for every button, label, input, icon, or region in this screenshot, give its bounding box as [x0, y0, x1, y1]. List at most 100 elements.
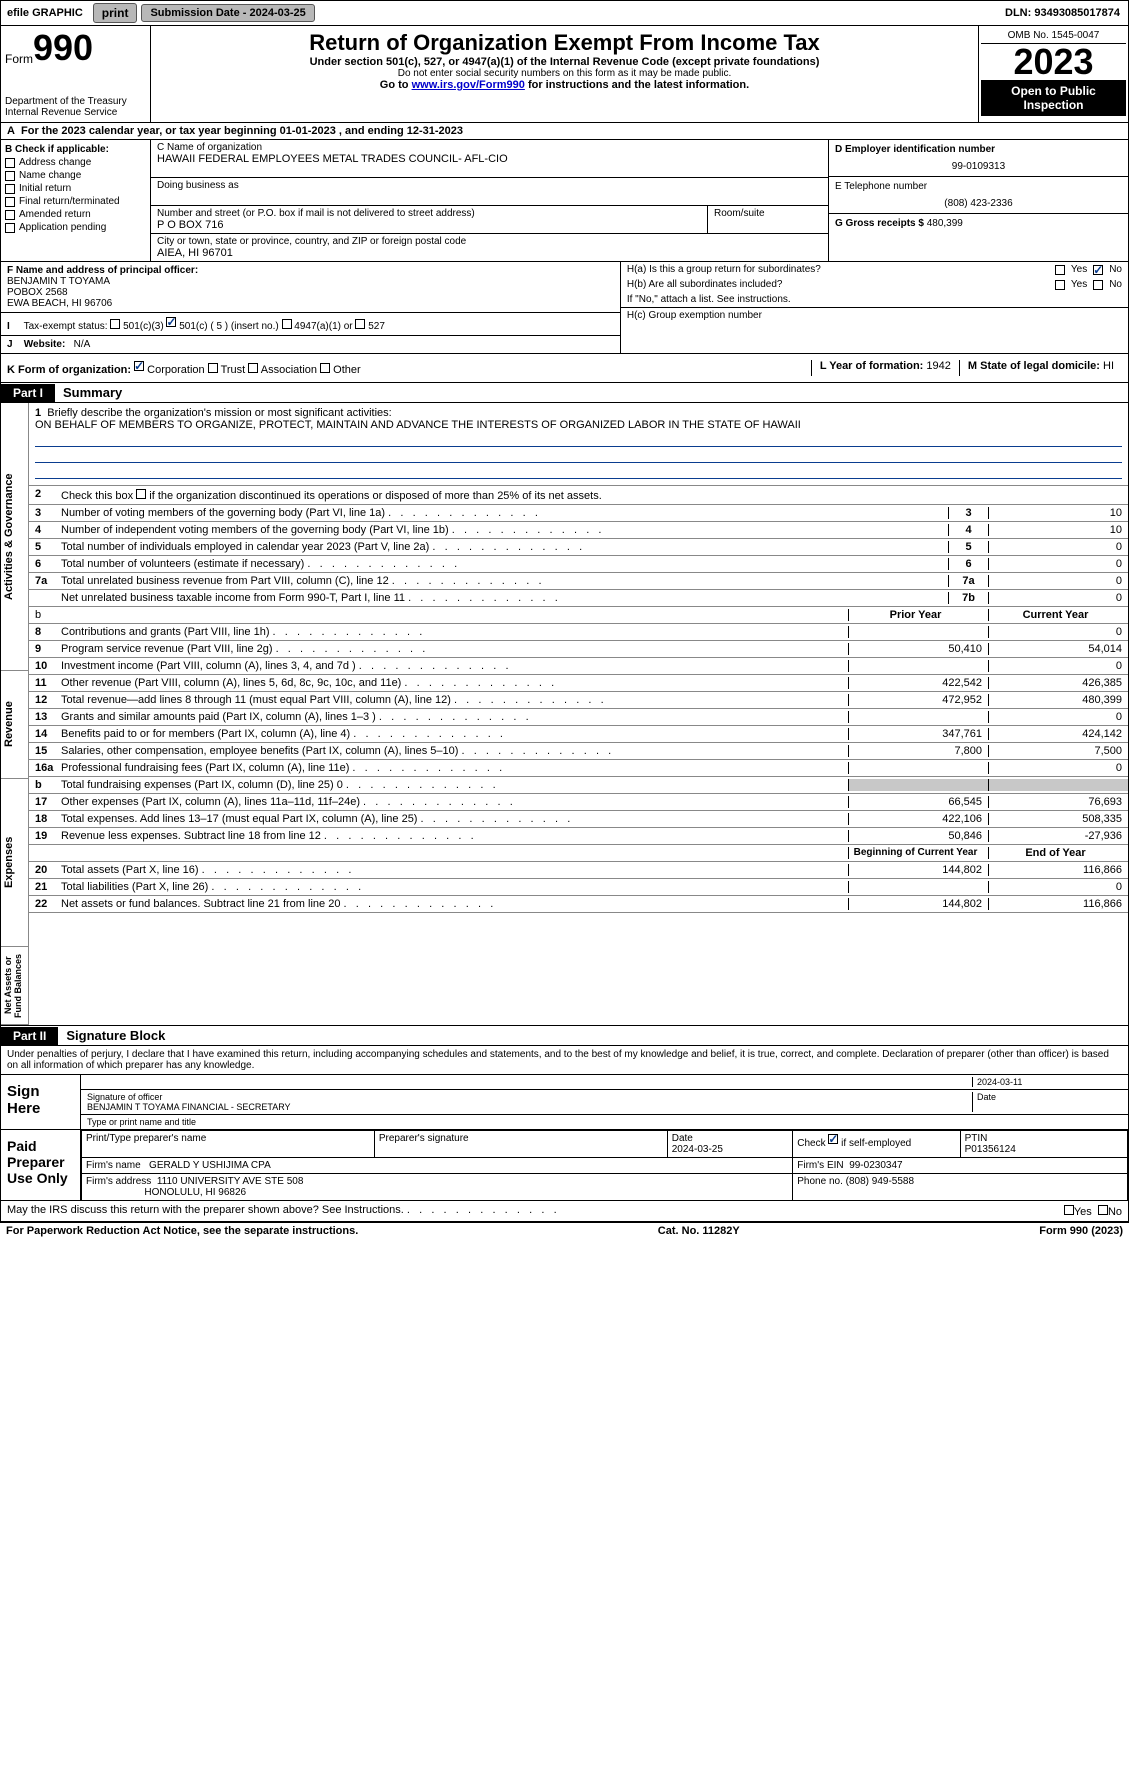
header-right: OMB No. 1545-0047 2023 Open to Public In…: [978, 26, 1128, 122]
summary-line: 17Other expenses (Part IX, column (A), l…: [29, 794, 1128, 811]
chk-4947[interactable]: [282, 319, 292, 329]
line-a-tax-year: A For the 2023 calendar year, or tax yea…: [0, 123, 1129, 140]
submission-date-label: Submission Date - 2024-03-25: [141, 4, 314, 22]
state-domicile: HI: [1103, 360, 1114, 372]
section-d-e-g: D Employer identification number 99-0109…: [828, 140, 1128, 261]
summary-line: 19Revenue less expenses. Subtract line 1…: [29, 828, 1128, 845]
preparer-table: Print/Type preparer's name Preparer's si…: [81, 1130, 1128, 1200]
year-formation: 1942: [926, 360, 950, 372]
ein: 99-0109313: [835, 155, 1122, 172]
firm-name: GERALD Y USHIJIMA CPA: [149, 1160, 271, 1171]
line-1-mission: 1 Briefly describe the organization's mi…: [29, 403, 1128, 486]
line-j-website: J Website: N/A: [1, 336, 620, 353]
form-header: Form 990 Department of the Treasury Inte…: [0, 26, 1129, 123]
line-hb: H(b) Are all subordinates included? Yes …: [621, 277, 1128, 292]
entity-info-block: B Check if applicable: Address change Na…: [0, 140, 1129, 262]
part-ii-header-row: Part II Signature Block: [0, 1026, 1129, 1046]
summary-line: 11Other revenue (Part VIII, column (A), …: [29, 675, 1128, 692]
ptin: P01356124: [965, 1144, 1016, 1155]
section-b-checkboxes: B Check if applicable: Address change Na…: [1, 140, 151, 261]
chk-application-pending[interactable]: Application pending: [5, 222, 146, 233]
firm-addr2: HONOLULU, HI 96826: [144, 1187, 246, 1198]
ha-yes[interactable]: [1055, 265, 1065, 275]
na-header: Beginning of Current Year End of Year: [29, 845, 1128, 862]
chk-final-return[interactable]: Final return/terminated: [5, 196, 146, 207]
discuss-no[interactable]: [1098, 1205, 1108, 1215]
side-labels: Activities & Governance Revenue Expenses…: [1, 403, 29, 1025]
telephone: (808) 423-2336: [835, 192, 1122, 209]
chk-501c[interactable]: [166, 317, 176, 327]
chk-corporation[interactable]: [134, 361, 144, 371]
mission-text: ON BEHALF OF MEMBERS TO ORGANIZE, PROTEC…: [35, 419, 1122, 431]
summary-section: Activities & Governance Revenue Expenses…: [0, 403, 1129, 1026]
open-to-public: Open to Public Inspection: [981, 80, 1126, 116]
summary-line: 21Total liabilities (Part X, line 26)0: [29, 879, 1128, 896]
firm-addr1: 1110 UNIVERSITY AVE STE 508: [157, 1176, 304, 1187]
officer-exempt-block: F Name and address of principal officer:…: [0, 262, 1129, 354]
discuss-yes[interactable]: [1064, 1205, 1074, 1215]
form-title: Return of Organization Exempt From Incom…: [159, 30, 970, 56]
website-value: N/A: [74, 339, 91, 350]
hb-no[interactable]: [1093, 280, 1103, 290]
side-ag: Activities & Governance: [1, 403, 28, 671]
summary-line: 13Grants and similar amounts paid (Part …: [29, 709, 1128, 726]
line-i-exempt-status: I Tax-exempt status: 501(c)(3) 501(c) ( …: [1, 313, 620, 336]
line-k-l-m: K Form of organization: Corporation Trus…: [0, 354, 1129, 383]
summary-line: 3Number of voting members of the governi…: [29, 505, 1128, 522]
chk-association[interactable]: [248, 363, 258, 373]
chk-527[interactable]: [355, 319, 365, 329]
summary-line: 16aProfessional fundraising fees (Part I…: [29, 760, 1128, 777]
summary-line: Net unrelated business taxable income fr…: [29, 590, 1128, 607]
chk-initial-return[interactable]: Initial return: [5, 183, 146, 194]
form-word: Form: [5, 52, 33, 66]
line-2: 2 Check this box if the organization dis…: [29, 486, 1128, 505]
side-rev: Revenue: [1, 671, 28, 779]
footer-formnum: Form 990 (2023): [1039, 1225, 1123, 1237]
part-i-badge: Part I: [1, 384, 55, 402]
tax-year: 2023: [981, 44, 1126, 80]
section-f-officer: F Name and address of principal officer:…: [1, 262, 620, 313]
ha-no[interactable]: [1093, 265, 1103, 275]
summary-line: 14Benefits paid to or for members (Part …: [29, 726, 1128, 743]
officer-addr2: EWA BEACH, HI 96706: [7, 298, 614, 309]
chk-discontinued[interactable]: [136, 489, 146, 499]
summary-line: bTotal fundraising expenses (Part IX, co…: [29, 777, 1128, 794]
chk-address-change[interactable]: Address change: [5, 157, 146, 168]
sig-date-value: 2024-03-11: [972, 1077, 1122, 1087]
section-c-org-info: C Name of organization HAWAII FEDERAL EM…: [151, 140, 828, 261]
prep-date: 2024-03-25: [672, 1144, 723, 1155]
summary-line: 8Contributions and grants (Part VIII, li…: [29, 624, 1128, 641]
side-exp: Expenses: [1, 779, 28, 947]
irs-link[interactable]: www.irs.gov/Form990: [412, 79, 525, 91]
chk-name-change[interactable]: Name change: [5, 170, 146, 181]
officer-addr1: POBOX 2568: [7, 287, 614, 298]
dept-treasury: Department of the Treasury: [5, 96, 146, 107]
page-footer: For Paperwork Reduction Act Notice, see …: [0, 1222, 1129, 1239]
summary-line: 4Number of independent voting members of…: [29, 522, 1128, 539]
perjury-declaration: Under penalties of perjury, I declare th…: [1, 1046, 1128, 1075]
summary-line: 22Net assets or fund balances. Subtract …: [29, 896, 1128, 913]
chk-self-employed[interactable]: [828, 1134, 838, 1144]
org-city: AIEA, HI 96701: [157, 247, 822, 259]
print-button[interactable]: print: [93, 3, 138, 23]
hb-note: If "No," attach a list. See instructions…: [621, 292, 1128, 307]
prior-current-header: b Prior Year Current Year: [29, 607, 1128, 624]
chk-501c3[interactable]: [110, 319, 120, 329]
form-ssn-note: Do not enter social security numbers on …: [159, 68, 970, 79]
chk-amended-return[interactable]: Amended return: [5, 209, 146, 220]
top-toolbar: efile GRAPHIC print Submission Date - 20…: [0, 0, 1129, 26]
chk-trust[interactable]: [208, 363, 218, 373]
gross-receipts: 480,399: [927, 218, 963, 229]
summary-line: 15Salaries, other compensation, employee…: [29, 743, 1128, 760]
chk-other[interactable]: [320, 363, 330, 373]
part-ii-title: Signature Block: [58, 1026, 173, 1045]
summary-line: 10Investment income (Part VIII, column (…: [29, 658, 1128, 675]
part-i-header-row: Part I Summary: [0, 383, 1129, 403]
hb-yes[interactable]: [1055, 280, 1065, 290]
org-name: HAWAII FEDERAL EMPLOYEES METAL TRADES CO…: [157, 153, 822, 165]
summary-line: 20Total assets (Part X, line 16)144,8021…: [29, 862, 1128, 879]
header-middle: Return of Organization Exempt From Incom…: [151, 26, 978, 122]
footer-catalog: Cat. No. 11282Y: [658, 1225, 740, 1237]
form-subtitle: Under section 501(c), 527, or 4947(a)(1)…: [159, 56, 970, 68]
header-left: Form 990 Department of the Treasury Inte…: [1, 26, 151, 122]
